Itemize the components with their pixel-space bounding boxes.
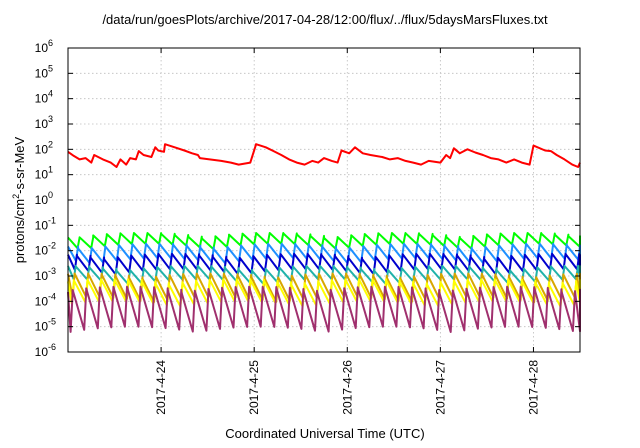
y-axis-label-main: protons/cm [12, 199, 27, 263]
y-axis-label: protons/cm2-s-sr-MeV [11, 136, 27, 263]
y-tick-exponent: 5 [48, 63, 53, 73]
y-tick-exponent: -1 [48, 215, 56, 225]
y-tick-label: 102 [35, 139, 53, 156]
x-tick-label: 2017-4-25 [247, 360, 261, 415]
series-line [67, 264, 581, 286]
y-axis-ticks: 10-610-510-410-310-210-11001011021031041… [35, 38, 580, 359]
grid [68, 48, 580, 352]
series-layer [67, 143, 581, 333]
y-tick-exponent: 2 [48, 139, 53, 149]
x-axis-label: Coordinated Universal Time (UTC) [225, 426, 424, 441]
y-tick-label: 10-5 [35, 317, 56, 334]
y-tick-exponent: 3 [48, 114, 53, 124]
series-line [67, 252, 581, 276]
y-tick-exponent: 6 [48, 38, 53, 48]
x-tick-label: 2017-4-28 [526, 360, 540, 415]
y-tick-exponent: 0 [48, 190, 53, 200]
x-tick-label: 2017-4-24 [154, 360, 168, 415]
chart-title: /data/run/goesPlots/archive/2017-04-28/1… [102, 12, 548, 27]
y-tick-label: 10-1 [35, 215, 56, 232]
x-tick-label: 2017-4-27 [433, 360, 447, 415]
y-tick-label: 10-4 [35, 291, 56, 308]
y-tick-exponent: -3 [48, 266, 56, 276]
y-tick-label: 105 [35, 63, 53, 80]
y-tick-exponent: -4 [48, 291, 56, 301]
y-tick-exponent: 4 [48, 89, 53, 99]
y-tick-label: 104 [35, 89, 53, 106]
y-tick-label: 10-2 [35, 241, 56, 258]
y-tick-exponent: -2 [48, 241, 56, 251]
series-line [67, 285, 581, 333]
series-line [67, 143, 581, 168]
y-tick-exponent: 1 [48, 165, 53, 175]
y-tick-label: 10-3 [35, 266, 56, 283]
y-tick-label: 100 [35, 190, 53, 207]
y-tick-exponent: -5 [48, 317, 56, 327]
y-axis-label-units: -s-sr-MeV [12, 136, 27, 193]
y-tick-label: 101 [35, 165, 53, 182]
y-tick-exponent: -6 [48, 342, 56, 352]
y-axis-label-exponent: 2 [11, 194, 21, 199]
y-tick-label: 106 [35, 38, 53, 55]
x-axis-ticks: 2017-4-24 2017-4-25 2017-4-26 2017-4-27 2017… [154, 48, 540, 415]
x-tick-label: 2017-4-26 [340, 360, 354, 415]
y-tick-label: 103 [35, 114, 53, 131]
y-tick-label: 10-6 [35, 342, 56, 359]
